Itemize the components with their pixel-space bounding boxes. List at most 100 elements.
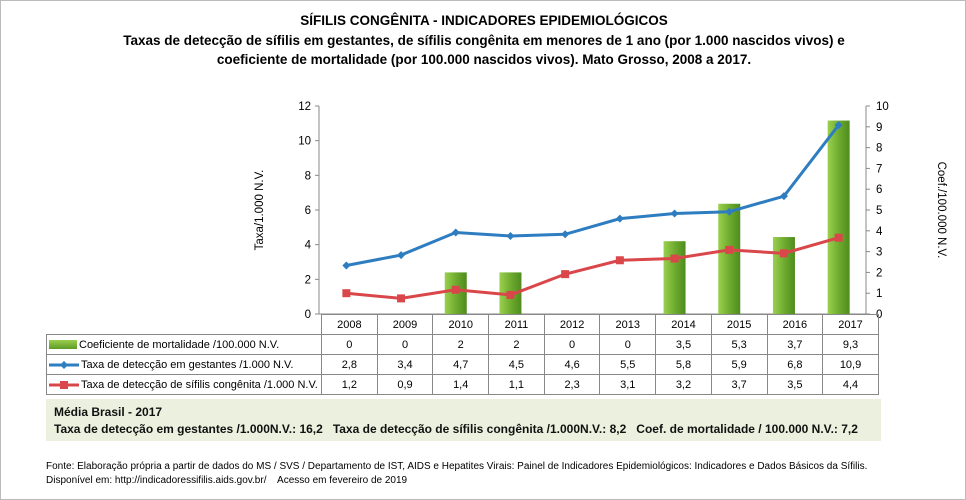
point-gestantes-2013: [615, 214, 624, 223]
y-tick-label-right: 9: [876, 122, 882, 134]
bar-mortalidade-2016: [772, 237, 795, 314]
table-cell: 2,8: [321, 354, 378, 375]
y-axis-label-left: Taxa/1.000 N.V.: [254, 170, 266, 251]
point-congenita-2014: [670, 254, 679, 263]
y-tick-label-right: 7: [876, 163, 882, 175]
y-tick-label-left: 4: [305, 240, 312, 252]
y-tick-label-right: 6: [876, 184, 882, 196]
source-note: Fonte: Elaboração própria a partir de da…: [46, 460, 867, 488]
point-gestantes-2014: [670, 209, 679, 218]
y-tick-label-right: 1: [876, 288, 882, 300]
table-cell: 5,5: [599, 354, 657, 375]
point-gestantes-2011: [506, 232, 515, 240]
point-gestantes-2008: [342, 261, 351, 270]
table-cell: 0,9: [376, 374, 434, 395]
media-brasil-box: Média Brasil - 2017 Taxa de detecção em …: [46, 399, 881, 441]
y-tick-label-right: 10: [876, 101, 889, 113]
data-table: 2008 2009 2010 2011 2012 2013 2014 2015 2016 2017…: [46, 314, 879, 395]
table-cell: 4,5: [488, 354, 545, 375]
table-cell: 6,8: [766, 354, 824, 375]
chart-subtitle-2: coeficiente de mortalidade (por 100.000 …: [216, 52, 752, 67]
bar-mortalidade-2017: [827, 120, 850, 314]
table-cell: 4,4: [822, 374, 879, 395]
table-cell: 2: [488, 334, 545, 355]
table-cell: 0: [376, 334, 434, 355]
category-label: 2016: [766, 314, 824, 335]
bar-mortalidade-2015: [718, 203, 741, 314]
point-gestantes-2016: [779, 192, 788, 201]
table-row: Coeficiente de mortalidade /100.000 N.V.…: [46, 334, 879, 355]
chart-subtitle-1: Taxas de detecção de sífilis em gestante…: [123, 33, 845, 48]
table-cell: 1,2: [321, 374, 378, 395]
y-tick-label-right: 0: [876, 309, 882, 321]
table-cell: 3,5: [766, 374, 824, 395]
y-axis-label-right: Coef./100.000 N.V.: [935, 162, 947, 259]
point-congenita-2016: [779, 249, 788, 258]
y-tick-label-right: 8: [876, 143, 882, 155]
chart-title: SÍFILIS CONGÊNITA - INDICADORES EPIDEMIO…: [300, 13, 668, 28]
table-cell: 5,3: [710, 334, 768, 355]
table-cell: 4,7: [432, 354, 490, 375]
media-title: Média Brasil - 2017: [54, 405, 163, 419]
table-cell: 0: [543, 334, 601, 355]
point-congenita-2013: [615, 256, 624, 265]
legend-entry: Taxa de detecção em gestantes /1.000 N.V…: [46, 354, 322, 375]
legend-label: Taxa de detecção em gestantes /1.000 N.V…: [81, 358, 294, 371]
category-label: 2013: [599, 314, 657, 335]
line-series-1: [346, 124, 840, 267]
point-gestantes-2015: [725, 207, 734, 216]
legend-key-icon: [49, 360, 79, 369]
bar-mortalidade-2014: [663, 241, 686, 314]
y-tick-label-left: 10: [298, 136, 311, 148]
legend-key-icon: [49, 380, 79, 389]
y-tick-label-left: 6: [305, 205, 311, 217]
point-congenita-2011: [506, 290, 515, 299]
table-cell: 9,3: [822, 334, 879, 355]
category-label: 2011: [488, 314, 545, 335]
point-gestantes-2010: [451, 228, 460, 237]
y-tick-label-left: 2: [305, 274, 311, 286]
table-cell: 4,6: [543, 354, 601, 375]
y-tick-label-left: 8: [305, 170, 311, 182]
category-label: 2015: [710, 314, 768, 335]
table-cell: 3,4: [376, 354, 434, 375]
legend-entry: Coeficiente de mortalidade /100.000 N.V.: [46, 334, 322, 355]
table-cell: 3,1: [599, 374, 657, 395]
point-gestantes-2012: [561, 230, 570, 239]
table-row: Taxa de detecção em gestantes /1.000 N.V…: [46, 354, 879, 375]
table-cell: 3,2: [655, 374, 712, 395]
legend-label: Taxa de detecção de sífilis congênita /1…: [81, 378, 318, 391]
point-congenita-2008: [342, 289, 351, 298]
legend-entry: Taxa de detecção de sífilis congênita /1…: [46, 374, 322, 395]
table-cell: 0: [599, 334, 657, 355]
category-label: 2012: [543, 314, 601, 335]
point-congenita-2010: [451, 285, 460, 294]
table-row: Taxa de detecção de sífilis congênita /1…: [46, 374, 879, 395]
table-corner: [46, 314, 322, 335]
y-tick-label-right: 3: [876, 247, 882, 259]
point-congenita-2015: [725, 245, 734, 254]
y-tick-label-right: 2: [876, 267, 882, 279]
category-label: 2014: [655, 314, 712, 335]
point-congenita-2009: [397, 294, 406, 303]
table-cell: 3,5: [655, 334, 712, 355]
table-cell: 0: [321, 334, 378, 355]
line-series-2: [346, 236, 840, 300]
point-gestantes-2017: [834, 121, 843, 130]
point-congenita-2012: [561, 270, 570, 279]
category-label: 2010: [432, 314, 490, 335]
table-cell: 2: [432, 334, 490, 355]
table-cell: 1,1: [488, 374, 545, 395]
table-cell: 3,7: [766, 334, 824, 355]
table-cell: 5,8: [655, 354, 712, 375]
table-cell: 5,9: [710, 354, 768, 375]
source-line-2: Disponível em: http://indicadoressifilis…: [46, 475, 408, 486]
y-tick-label-right: 4: [876, 226, 883, 238]
point-congenita-2017: [834, 233, 843, 242]
source-line-1: Fonte: Elaboração própria a partir de da…: [46, 461, 868, 472]
table-cell: 3,7: [710, 374, 768, 395]
y-tick-label-right: 5: [876, 205, 882, 217]
category-label: 2008: [321, 314, 378, 335]
